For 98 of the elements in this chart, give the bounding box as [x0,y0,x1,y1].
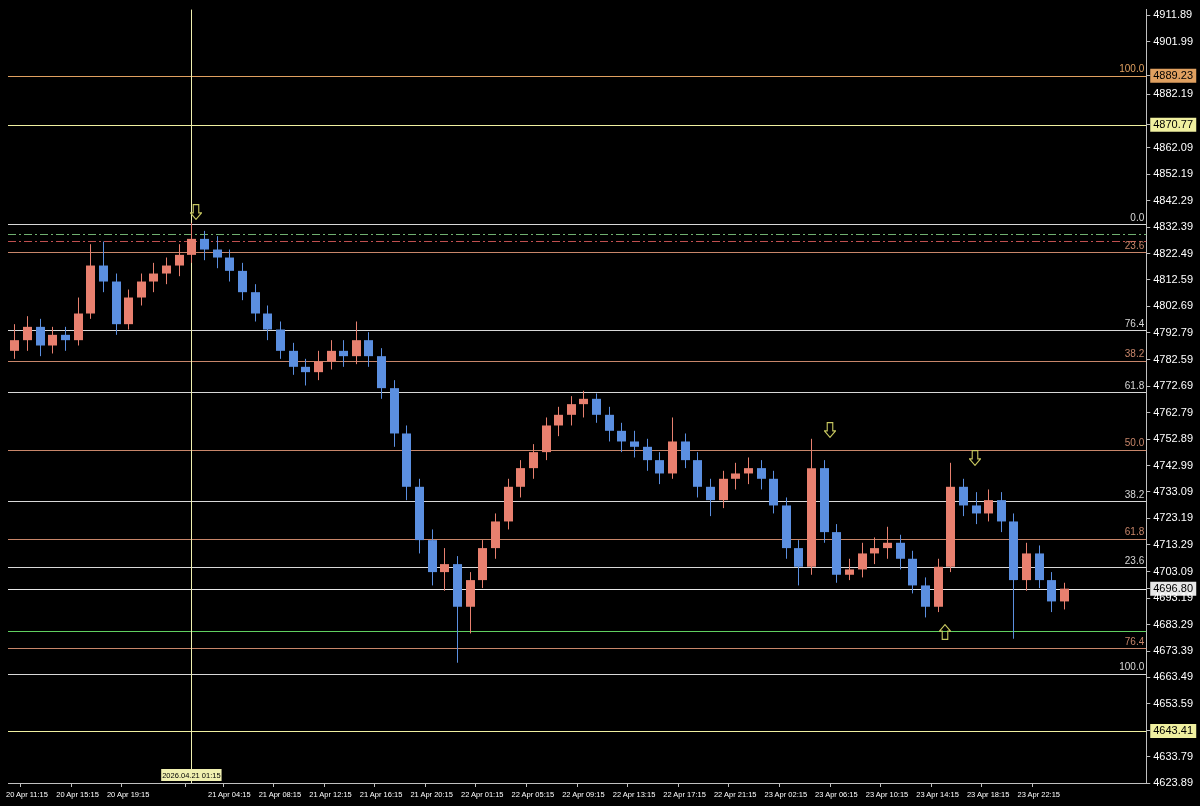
annotation: 61.8 [1124,380,1145,392]
y-tick-label: 4842.29 [1153,193,1193,206]
y-tick-label: 4623.89 [1153,776,1193,789]
candlestick [529,443,538,480]
y-tick-label: 4663.49 [1153,670,1193,683]
y-tick-label: 4782.59 [1153,352,1193,365]
candlestick [187,222,196,264]
y-tick-label: 4870.77 [1153,117,1193,130]
candlestick [516,459,525,498]
candlestick [162,257,171,285]
candlestick [972,491,981,525]
y-tick-label: 4742.99 [1153,458,1193,471]
candlestick [630,430,639,458]
candlestick [921,576,930,618]
candlestick [200,230,209,261]
candlestick [276,321,285,360]
candlestick [681,432,690,469]
candlestick [845,558,854,581]
candlestick [617,422,626,453]
candlestick [794,539,803,586]
y-tick-label: 4653.59 [1153,696,1193,709]
candlestick [554,406,563,437]
annotation: 100.0 [1119,661,1145,673]
y-tick-label: 4673.39 [1153,644,1193,657]
candlestick [959,478,968,517]
candlestick [757,459,766,490]
candlestick [1047,571,1056,613]
y-tick-label: 4802.69 [1153,299,1193,312]
annotation: 50.0 [1124,437,1145,449]
candlestick [23,315,32,352]
candlestick [984,488,993,522]
candlestick [744,456,753,485]
candlestick [263,305,272,341]
y-tick-label: 4862.09 [1153,141,1193,154]
y-tick-label: 4882.19 [1153,87,1193,100]
candlestick [301,358,310,386]
candlestick [61,326,70,352]
candlestick [238,262,247,301]
y-tick-label: 4901.99 [1153,34,1193,47]
candlestick [175,243,184,277]
y-tick-label: 4723.19 [1153,511,1193,524]
candlestick [251,283,260,323]
candlestick [289,342,298,376]
candlestick [655,451,664,485]
candlestick [314,350,323,381]
annotation: 38.2 [1124,488,1145,500]
annotation: 76.4 [1124,318,1145,330]
candlestick [579,390,588,418]
y-tick-label: 4752.89 [1153,432,1193,445]
annotation: 100.0 [1119,63,1145,75]
candlestick [870,536,879,565]
annotation: 0.0 [1130,212,1145,224]
candlestick [643,438,652,472]
y-tick-label: 4643.41 [1153,723,1193,736]
candlestick [225,249,234,283]
y-tick-label: 4762.79 [1153,405,1193,418]
y-tick-label: 4812.59 [1153,272,1193,285]
candlestick [364,331,373,368]
candlestick [731,462,740,490]
candlestick [605,406,614,442]
y-tick-label: 4633.79 [1153,749,1193,762]
y-tick-label: 4733.09 [1153,484,1193,497]
candlestick [440,547,449,592]
y-tick-label: 4696.80 [1153,581,1193,594]
candlestick [149,262,158,293]
candlestick [137,273,146,307]
candlestick [896,534,905,570]
candlestick [883,526,892,560]
candlestick [99,241,108,293]
candlestick [719,470,728,509]
annotation: 76.4 [1124,635,1145,647]
y-tick-label: 4792.79 [1153,325,1193,338]
candlestick [997,491,1006,533]
y-tick-label: 4911.89 [1153,8,1193,21]
y-tick-label: 4713.29 [1153,537,1193,550]
candlestick [10,323,19,360]
candlestick [567,395,576,426]
candlestick [213,235,222,269]
candlestick [706,478,715,517]
candlestick [327,339,336,370]
candlestick [352,321,361,365]
candlestick [592,392,601,424]
candlestick [339,339,348,368]
candlestick [36,318,45,357]
y-tick-label: 4889.23 [1153,68,1193,81]
annotation: 23.6 [1124,554,1145,566]
y-tick-label: 4832.39 [1153,220,1193,233]
y-tick-label: 4772.69 [1153,379,1193,392]
annotation: 61.8 [1124,526,1145,538]
annotation: 23.6 [1124,239,1145,251]
candlestick [1060,582,1069,610]
candlestick [48,326,57,354]
annotation: 38.2 [1124,348,1145,360]
candlestick [858,542,867,578]
y-tick-label: 4703.09 [1153,564,1193,577]
y-tick-label: 4822.49 [1153,246,1193,259]
y-tick-label: 4852.19 [1153,167,1193,180]
y-tick-label: 4683.29 [1153,617,1193,630]
